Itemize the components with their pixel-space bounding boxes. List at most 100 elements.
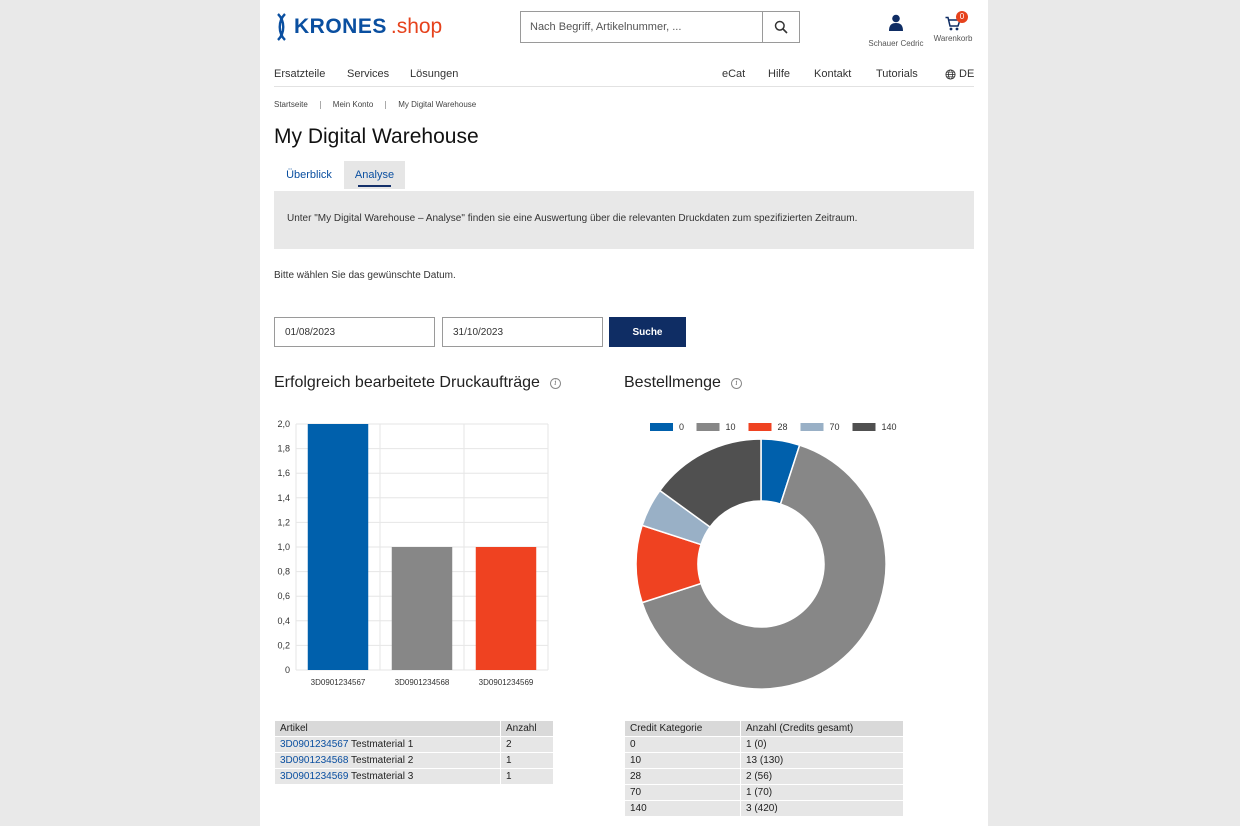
legend-swatch xyxy=(650,423,673,431)
article-link[interactable]: 3D0901234568 xyxy=(280,755,349,766)
info-icon[interactable]: i xyxy=(730,377,742,389)
search-submit-button[interactable]: Suche xyxy=(609,317,686,347)
legend-label: 28 xyxy=(778,422,788,432)
column-header-artikel: Artikel xyxy=(275,721,500,736)
search-input[interactable] xyxy=(521,12,763,42)
search-icon xyxy=(774,20,788,34)
article-link[interactable]: 3D0901234567 xyxy=(280,739,349,750)
count-cell: 1 xyxy=(501,753,553,768)
legend-swatch xyxy=(696,423,720,431)
breadcrumb-current: My Digital Warehouse xyxy=(398,100,477,109)
breadcrumb-startseite[interactable]: Startseite xyxy=(274,100,308,109)
articles-table: Artikel Anzahl 3D0901234567 Testmaterial… xyxy=(274,720,554,785)
user-account[interactable]: Schauer Cedric xyxy=(866,14,926,48)
y-tick-label: 1,0 xyxy=(277,542,290,552)
cart-count-badge: 0 xyxy=(956,11,968,23)
nav-tutorials[interactable]: Tutorials xyxy=(876,68,918,80)
nav-ersatzteile[interactable]: Ersatzteile xyxy=(274,68,326,80)
user-icon xyxy=(889,14,903,31)
active-tab-indicator xyxy=(358,185,391,187)
donut-slice xyxy=(641,444,887,690)
date-from-input[interactable] xyxy=(274,317,435,347)
cart-label: Warenkorb xyxy=(933,34,973,43)
table-row: 140 3 (420) xyxy=(625,801,903,816)
krones-shop-logo[interactable]: KRONES .shop xyxy=(274,12,442,42)
brand-suffix: .shop xyxy=(390,15,443,38)
pie-chart-title: Bestellmenge i xyxy=(624,374,742,392)
language-label: DE xyxy=(959,68,975,80)
search-bar xyxy=(520,11,800,43)
legend-label: 140 xyxy=(882,422,897,432)
legend-label: 70 xyxy=(830,422,840,432)
tab-ueberblick[interactable]: Überblick xyxy=(274,161,344,189)
column-header-anzahl-credits: Anzahl (Credits gesamt) xyxy=(741,721,903,736)
date-to-input[interactable] xyxy=(442,317,603,347)
amount-cell: 2 (56) xyxy=(741,769,903,784)
nav-ecat[interactable]: eCat xyxy=(722,68,746,80)
amount-cell: 3 (420) xyxy=(741,801,903,816)
info-box: Unter "My Digital Warehouse – Analyse" f… xyxy=(274,191,974,249)
y-tick-label: 0,8 xyxy=(277,567,290,577)
cart[interactable]: 0 Warenkorb xyxy=(932,11,974,43)
language-selector[interactable]: DE xyxy=(945,68,974,80)
article-name: Testmaterial 2 xyxy=(351,755,414,766)
pie-chart-title-text: Bestellmenge xyxy=(624,374,721,391)
x-tick-label: 3D0901234569 xyxy=(479,678,534,687)
bar xyxy=(391,547,453,670)
breadcrumb-separator xyxy=(385,100,387,109)
breadcrumb: Startseite Mein Konto My Digital Warehou… xyxy=(274,100,476,109)
y-tick-label: 0 xyxy=(285,665,290,675)
nav-divider xyxy=(274,86,974,87)
legend-label: 0 xyxy=(679,422,684,432)
info-text: Unter "My Digital Warehouse – Analyse" f… xyxy=(287,213,858,224)
y-tick-label: 0,4 xyxy=(277,616,290,626)
bar-chart: 0 0,2 0,4 0,6 0,8 1,0 1,2 1,4 1,6 1,8 2,0 3D0901234… xyxy=(277,419,549,687)
search-button[interactable] xyxy=(762,12,799,42)
bar xyxy=(307,424,369,670)
y-tick-label: 0,2 xyxy=(277,640,290,650)
x-tick-label: 3D0901234568 xyxy=(395,678,450,687)
bar xyxy=(475,547,537,670)
article-name: Testmaterial 1 xyxy=(351,739,414,750)
donut-chart: 0 10 28 70 140 xyxy=(635,422,897,690)
x-tick-label: 3D0901234567 xyxy=(311,678,366,687)
table-header-row: Artikel Anzahl xyxy=(275,721,553,736)
y-tick-label: 0,6 xyxy=(277,591,290,601)
amount-cell: 1 (70) xyxy=(741,785,903,800)
table-header-row: Credit Kategorie Anzahl (Credits gesamt) xyxy=(625,721,903,736)
bar-chart-title-text: Erfolgreich bearbeitete Druckaufträge xyxy=(274,374,540,391)
table-row: 0 1 (0) xyxy=(625,737,903,752)
article-name: Testmaterial 3 xyxy=(351,771,414,782)
tab-analyse[interactable]: Analyse xyxy=(344,161,405,189)
article-link[interactable]: 3D0901234569 xyxy=(280,771,349,782)
count-cell: 1 xyxy=(501,769,553,784)
user-name: Schauer Cedric xyxy=(868,39,924,48)
page-title: My Digital Warehouse xyxy=(274,125,479,148)
breadcrumb-separator xyxy=(319,100,321,109)
y-tick-label: 1,2 xyxy=(277,517,290,527)
globe-icon xyxy=(945,68,956,80)
brand-name: KRONES xyxy=(294,15,387,38)
breadcrumb-mein-konto[interactable]: Mein Konto xyxy=(332,100,374,109)
y-tick-label: 1,6 xyxy=(277,468,290,478)
article-cell: 3D0901234569 Testmaterial 3 xyxy=(275,769,500,784)
nav-hilfe[interactable]: Hilfe xyxy=(768,68,791,80)
amount-cell: 1 (0) xyxy=(741,737,903,752)
legend-label: 10 xyxy=(726,422,736,432)
nav-loesungen[interactable]: Lösungen xyxy=(410,68,459,80)
category-cell: 28 xyxy=(625,769,740,784)
legend-swatch xyxy=(748,423,772,431)
amount-cell: 13 (130) xyxy=(741,753,903,768)
nav-kontakt[interactable]: Kontakt xyxy=(814,68,852,80)
tab-label: Überblick xyxy=(286,169,332,181)
table-row: 70 1 (70) xyxy=(625,785,903,800)
y-tick-label: 1,8 xyxy=(277,444,290,454)
credit-table: Credit Kategorie Anzahl (Credits gesamt)… xyxy=(624,720,904,817)
column-header-anzahl: Anzahl xyxy=(501,721,553,736)
category-cell: 10 xyxy=(625,753,740,768)
bar-chart-title: Erfolgreich bearbeitete Druckaufträge i xyxy=(274,374,561,392)
category-cell: 140 xyxy=(625,801,740,816)
table-row: 3D0901234568 Testmaterial 2 1 xyxy=(275,753,553,768)
nav-services[interactable]: Services xyxy=(347,68,390,80)
info-icon[interactable]: i xyxy=(549,377,561,389)
